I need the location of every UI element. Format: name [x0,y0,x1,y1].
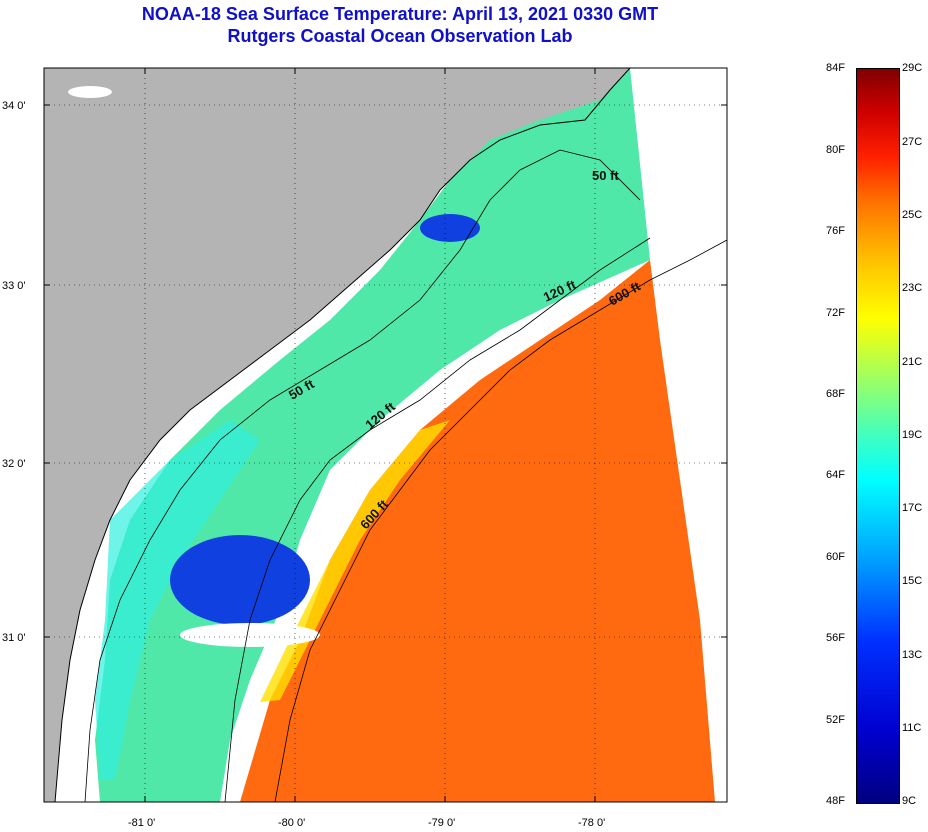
colorbar-f-label: 52F [826,714,845,726]
lat-label: 32 0' [2,458,26,470]
colorbar-c-label: 17C [902,502,923,514]
temperature-colorbar [856,68,900,804]
colorbar-c-label: 29C [902,62,923,74]
isobath-600ft [274,239,727,802]
cloud-mask [180,623,320,647]
colorbar-f-label: 76F [826,225,845,237]
lat-label: 31 0' [2,632,26,644]
colorbar-c-label: 11C [902,722,922,734]
axis-ticks [44,68,727,802]
colorbar-f-label: 56F [826,632,845,644]
colorbar-f-label: 64F [826,469,845,481]
colorbar-c-label: 15C [902,575,923,587]
map-title: NOAA-18 Sea Surface Temperature: April 1… [141,4,659,24]
coastline [54,68,631,802]
isobath-120ft [224,237,651,802]
colorbar-c-label: 21C [902,356,923,368]
lat-label: 33 0' [2,280,26,292]
colorbar-c-label: 19C [902,429,923,441]
lon-label: -81 0' [128,817,155,829]
colorbar-f-label: 48F [826,795,845,807]
colorbar-f-label: 60F [826,551,845,563]
colorbar-f-label: 80F [826,144,845,156]
isobath-label: 50 ft [592,168,619,183]
gulf-stream [240,260,715,802]
colorbar-c-label: 27C [902,136,923,148]
colorbar-c-label: 13C [902,649,923,661]
colorbar-c-label: 23C [902,282,923,294]
lat-label: 34 0' [2,100,26,112]
nearshore-band [95,420,260,780]
map-frame [43,67,728,803]
colorbar-c-label: 25C [902,209,923,221]
colorbar-f-label: 72F [826,307,845,319]
isobath-50ft [84,149,641,802]
map-subtitle: Rutgers Coastal Ocean Observation Lab [227,26,573,46]
lon-label: -80 0' [278,817,305,829]
colorbar-c-label: 9C [902,795,917,807]
cloud-mask [68,86,112,98]
land [44,68,630,802]
colorbar-f-label: 68F [826,388,845,400]
cold-water-patch [420,214,480,242]
lon-label: -79 0' [428,817,455,829]
lon-label: -78 0' [578,817,605,829]
colorbar-f-label: 84F [826,62,845,74]
cold-water-patch [170,535,310,625]
